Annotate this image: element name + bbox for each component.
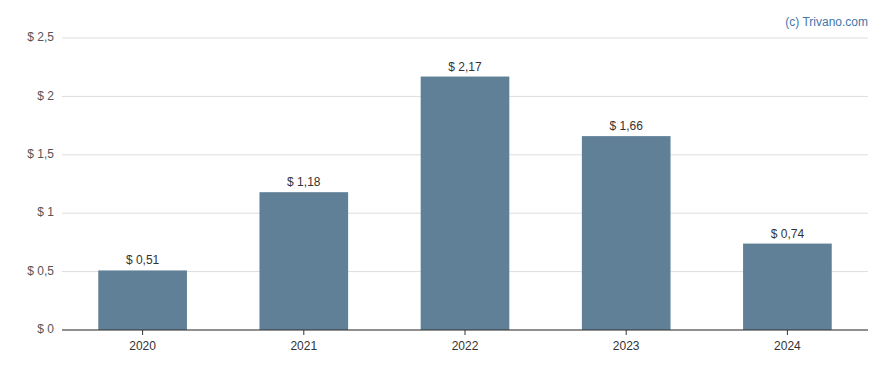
x-tick — [465, 330, 466, 335]
y-tick-label: $ 1,5 — [27, 147, 54, 161]
grid — [62, 38, 868, 330]
chart-svg: $ 0 $ 0,5 $ 1 $ 1,5 $ 2 $ 2,5 $ 0,51 $ 1,18 $ 2,… — [0, 0, 888, 370]
y-axis: $ 0 $ 0,5 $ 1 $ 1,5 $ 2 $ 2,5 — [27, 30, 54, 336]
bar — [421, 77, 510, 330]
x-tick — [626, 330, 627, 335]
y-tick-label: $ 1 — [37, 205, 54, 219]
chart-container: $ 0 $ 0,5 $ 1 $ 1,5 $ 2 $ 2,5 $ 0,51 $ 1,18 $ 2,… — [0, 0, 888, 370]
x-tick-label: 2024 — [774, 339, 801, 353]
y-tick-label: $ 2 — [37, 89, 54, 103]
grid-line — [62, 38, 868, 39]
y-tick-label: $ 2,5 — [27, 30, 54, 44]
data-label: $ 1,66 — [610, 119, 644, 133]
data-label: $ 2,17 — [448, 60, 482, 74]
data-labels: $ 0,51 $ 1,18 $ 2,17 $ 1,66 $ 0,74 — [126, 60, 804, 268]
x-tick-label: 2020 — [129, 339, 156, 353]
x-tick-label: 2022 — [452, 339, 479, 353]
data-label: $ 0,74 — [771, 227, 805, 241]
x-tick — [303, 330, 304, 335]
data-label: $ 1,18 — [287, 175, 321, 189]
bar — [743, 244, 832, 330]
bar — [98, 270, 187, 330]
y-tick-label: $ 0 — [37, 322, 54, 336]
y-tick-label: $ 0,5 — [27, 264, 54, 278]
bar — [582, 136, 671, 330]
x-axis: 2020 2021 2022 2023 2024 — [62, 330, 868, 353]
x-tick — [787, 330, 788, 335]
x-tick — [142, 330, 143, 335]
x-tick-label: 2021 — [290, 339, 317, 353]
x-tick-label: 2023 — [613, 339, 640, 353]
watermark: (c) Trivano.com — [785, 15, 868, 29]
bars — [98, 77, 831, 330]
data-label: $ 0,51 — [126, 253, 160, 267]
bar — [259, 192, 348, 330]
